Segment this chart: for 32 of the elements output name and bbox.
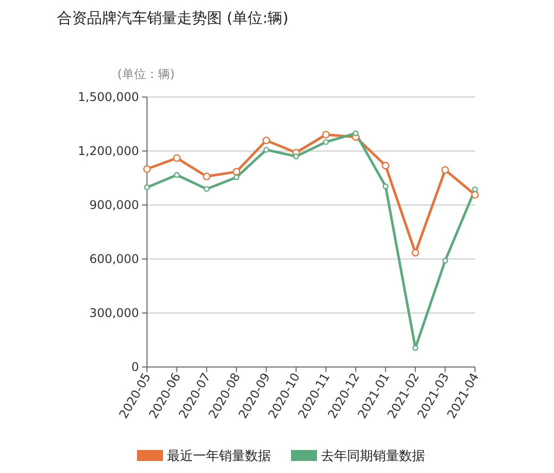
point <box>442 258 448 264</box>
point <box>232 168 240 176</box>
y-axis-title: (单位：辆) <box>117 67 175 81</box>
point <box>323 139 329 145</box>
legend-label: 去年同期销量数据 <box>321 449 425 464</box>
point <box>263 146 270 153</box>
point <box>382 162 390 170</box>
chart-title: 合资品牌汽车销量走势图 (单位:辆) <box>57 9 289 27</box>
point <box>322 130 330 138</box>
point <box>441 166 449 174</box>
y-tick-label: 1,500,000 <box>78 90 139 104</box>
point <box>472 186 478 192</box>
legend-label: 最近一年销量数据 <box>167 449 271 464</box>
point <box>234 174 240 180</box>
point <box>412 345 418 351</box>
point <box>204 186 210 192</box>
point <box>471 190 479 199</box>
y-tick-label: 900,000 <box>89 198 139 212</box>
point <box>382 183 388 190</box>
point <box>173 154 181 162</box>
point <box>293 154 299 160</box>
point <box>352 130 359 136</box>
y-tick-label: 1,200,000 <box>78 144 139 158</box>
y-tick-label: 0 <box>131 360 139 374</box>
y-tick-label: 600,000 <box>89 252 139 266</box>
point <box>174 172 180 178</box>
point <box>412 248 420 256</box>
point <box>202 172 210 180</box>
point <box>143 165 151 173</box>
y-tick-label: 300,000 <box>89 306 139 320</box>
point <box>262 136 270 144</box>
point <box>144 184 150 190</box>
